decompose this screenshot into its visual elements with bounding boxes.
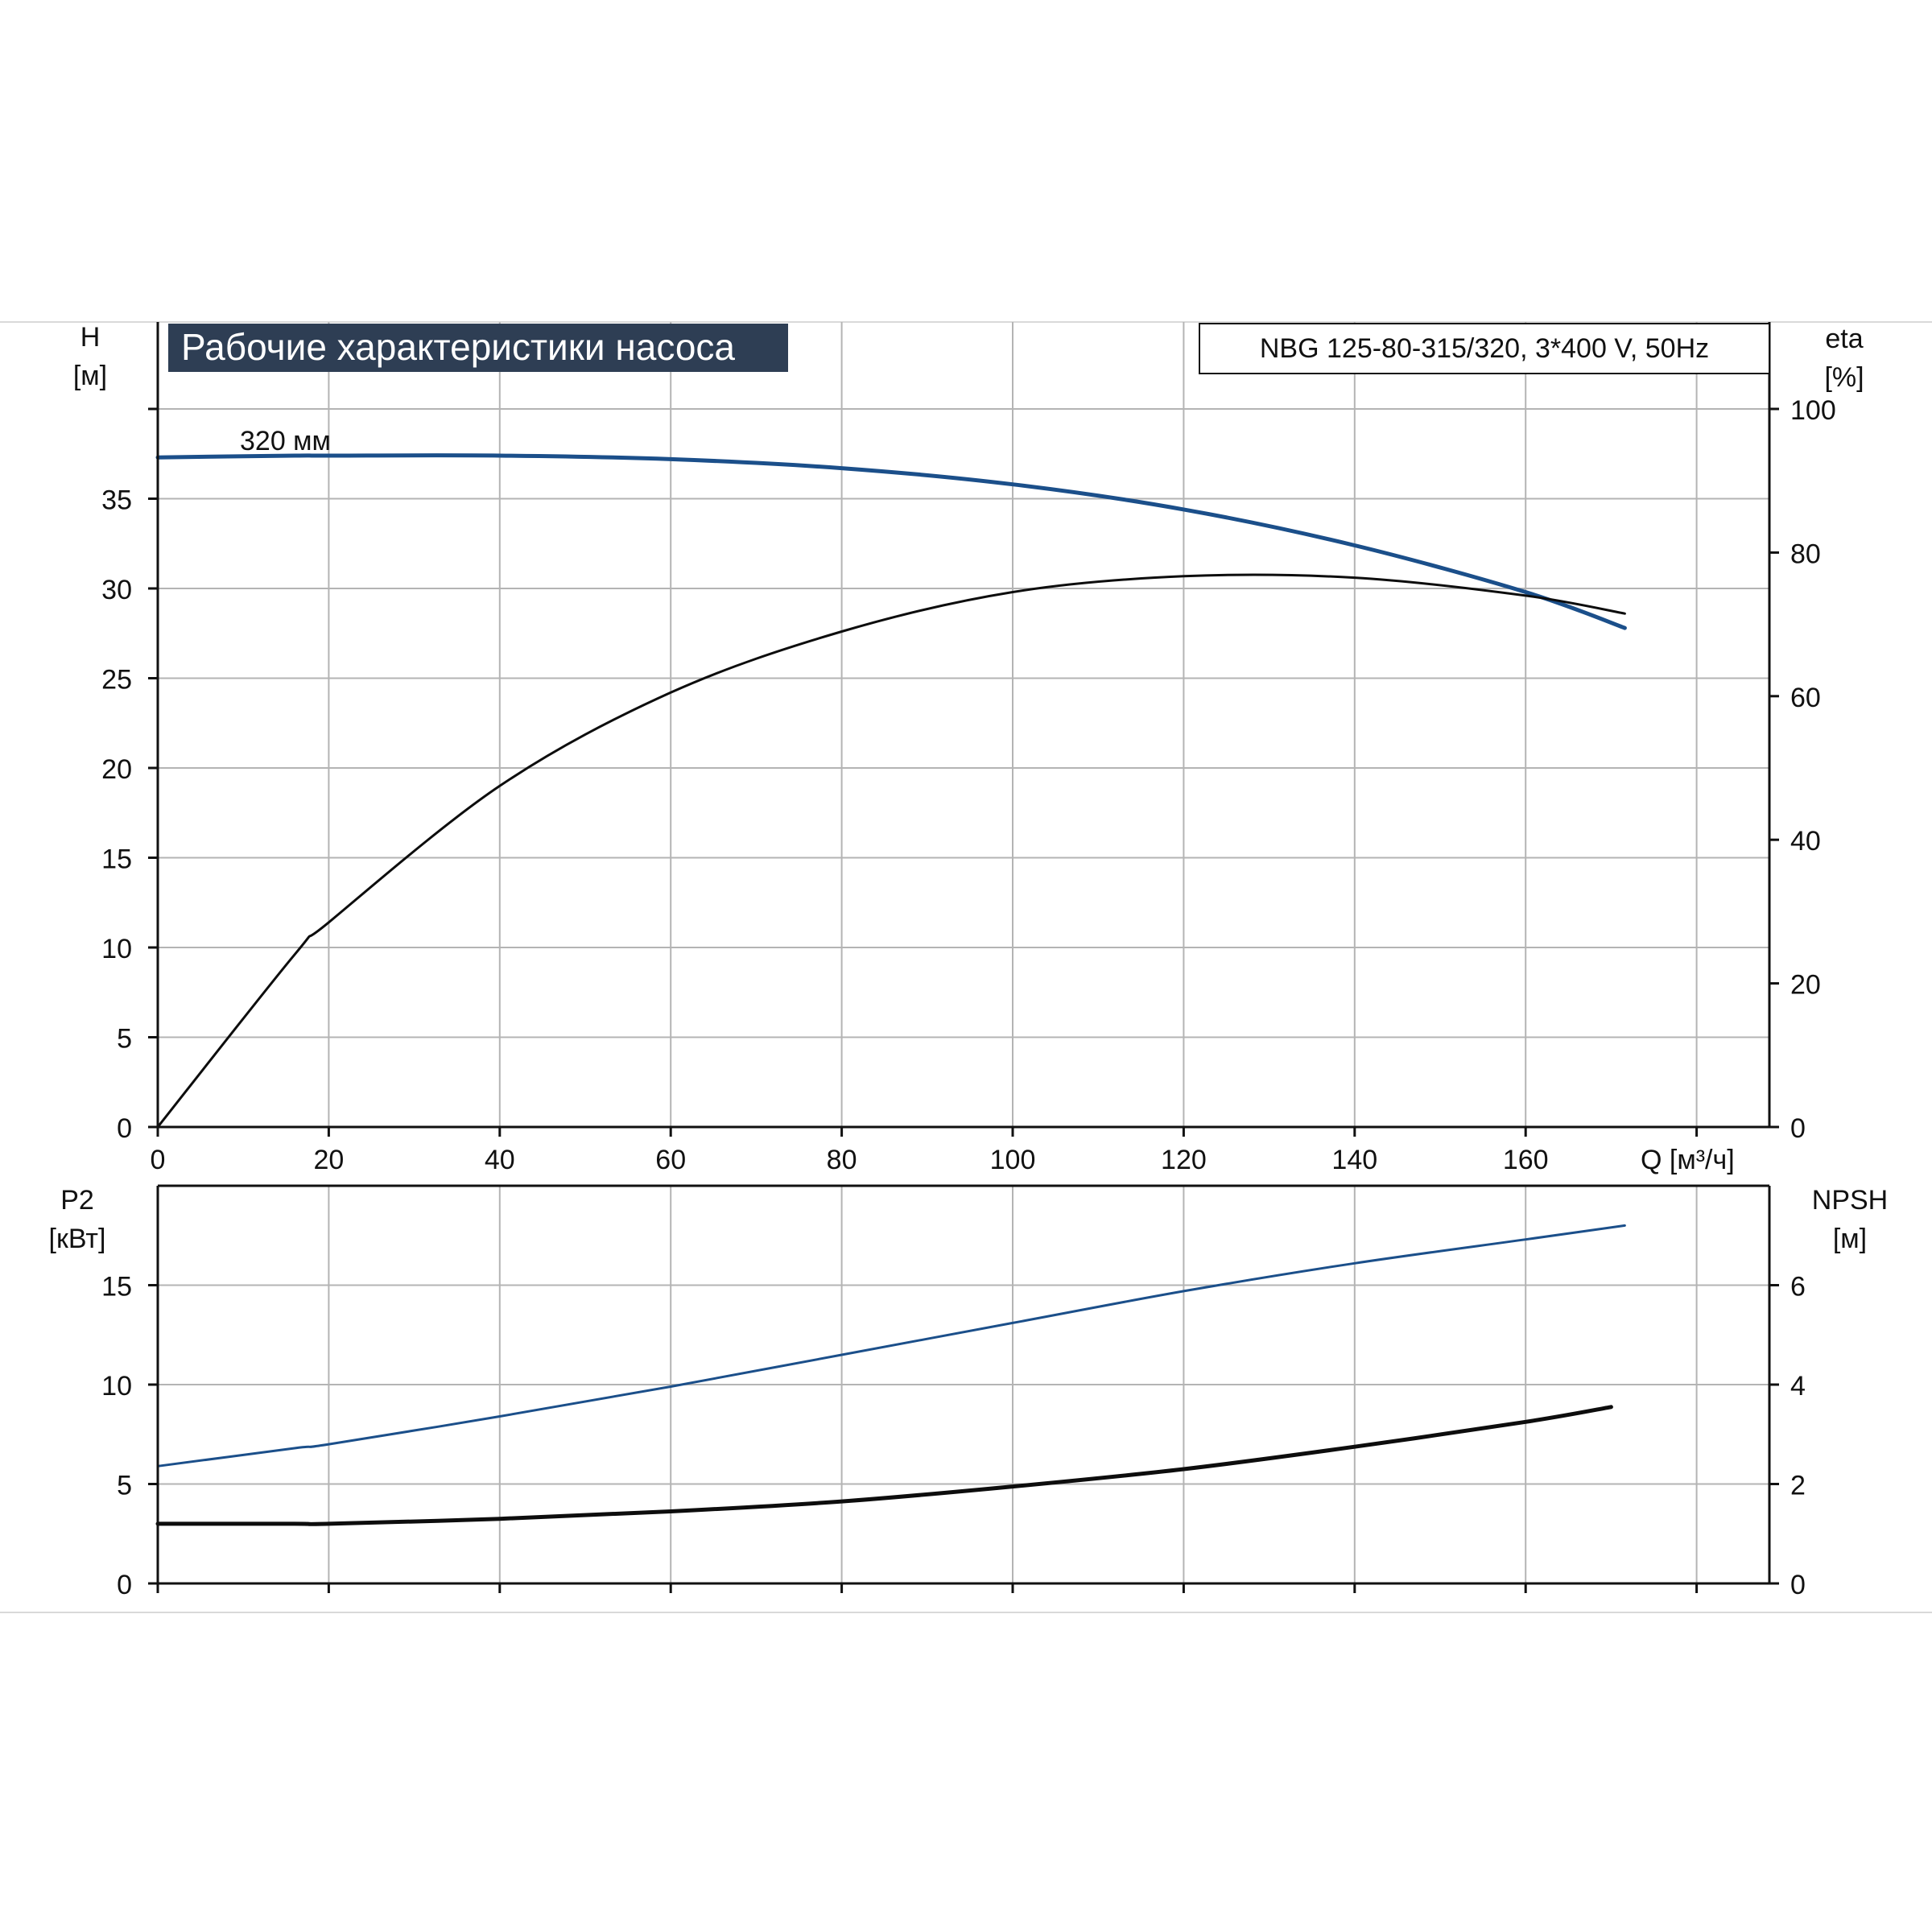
p0-right-tick-label-40: 40 [1790,826,1821,857]
chart-title: Рабочие характеристики насоса [181,326,735,368]
p0-left-tick-label-15: 15 [101,844,132,875]
x-tick-label-160: 160 [1503,1145,1549,1175]
p1-right-tick-label-0: 0 [1790,1570,1806,1600]
p0-left-tick-label-5: 5 [117,1024,132,1055]
p0-series-0-blue-curve [155,453,1627,630]
x-tick-label-40: 40 [485,1145,515,1175]
p2-axis-title: P2 [60,1185,94,1216]
series-layer [155,453,1627,1526]
x-tick-label-140: 140 [1331,1145,1377,1175]
npsh-axis-unit: [м] [1833,1224,1867,1254]
p0-series-1-black-curve [156,573,1626,1129]
q-axis-title: Q [м³/ч] [1641,1145,1735,1175]
p1-left-tick-label-5: 5 [117,1471,132,1501]
x-tick-label-0: 0 [151,1145,166,1175]
p0-left-tick-label-30: 30 [101,575,132,605]
p0-right-tick-label-20: 20 [1790,970,1821,1001]
axes-layer [148,322,1779,1593]
p0-left-tick-label-20: 20 [101,754,132,785]
x-tick-label-60: 60 [655,1145,686,1175]
model-label: NBG 125-80-315/320, 3*400 V, 50Hz [1260,333,1709,364]
x-tick-label-80: 80 [827,1145,857,1175]
npsh-axis-title: NPSH [1812,1185,1888,1216]
p1-left-tick-label-15: 15 [101,1272,132,1302]
p0-left-tick-label-25: 25 [101,665,132,696]
x-tick-label-120: 120 [1161,1145,1207,1175]
curve-annotation-320mm: 320 мм [240,426,331,456]
p1-series-1-black-curve [155,1405,1613,1526]
model-box [1199,323,1770,374]
p0-right-tick-label-60: 60 [1790,683,1821,713]
p0-right-tick-label-0: 0 [1790,1113,1806,1144]
p1-right-tick-label-6: 6 [1790,1272,1806,1302]
p0-left-tick-label-0: 0 [117,1113,132,1144]
h-axis-unit: [м] [73,361,107,391]
grid-layer [158,322,1769,1583]
x-tick-label-100: 100 [990,1145,1036,1175]
title-banner [168,324,788,372]
p1-right-tick-label-4: 4 [1790,1371,1806,1402]
p1-left-tick-label-10: 10 [101,1371,132,1402]
eta-axis-title: eta [1825,324,1863,354]
p1-series-0-blue-curve [156,1224,1626,1468]
p1-right-tick-label-2: 2 [1790,1471,1806,1501]
eta-axis-unit: [%] [1824,362,1864,393]
p0-left-tick-label-35: 35 [101,485,132,516]
x-tick-label-20: 20 [313,1145,344,1175]
p2-axis-unit: [кВт] [49,1224,106,1254]
h-axis-title: H [80,322,101,353]
p0-left-tick-label-10: 10 [101,934,132,964]
p0-right-tick-label-80: 80 [1790,539,1821,569]
p1-left-tick-label-0: 0 [117,1570,132,1600]
p0-right-tick-label-100: 100 [1790,395,1836,426]
